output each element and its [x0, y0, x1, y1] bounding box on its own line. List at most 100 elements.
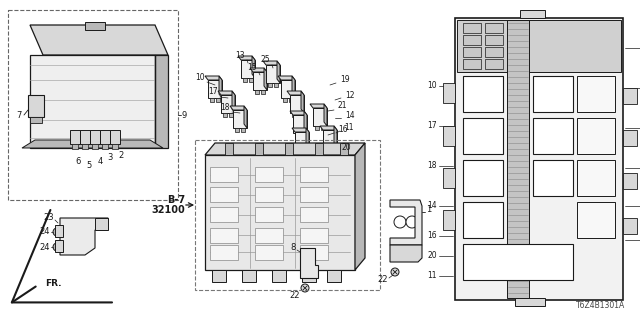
Polygon shape — [205, 143, 365, 155]
Bar — [261, 90, 265, 94]
Bar — [266, 65, 280, 83]
Bar — [72, 144, 78, 149]
Bar — [55, 225, 63, 237]
Bar — [253, 72, 267, 90]
Bar — [229, 113, 233, 117]
Text: 14: 14 — [345, 110, 355, 119]
Polygon shape — [310, 104, 327, 108]
Polygon shape — [252, 56, 255, 78]
Bar — [463, 23, 481, 33]
Bar — [520, 10, 545, 18]
Polygon shape — [390, 245, 422, 262]
Bar — [255, 228, 283, 243]
Text: 17: 17 — [209, 87, 218, 97]
Bar — [315, 126, 319, 130]
Polygon shape — [287, 91, 304, 95]
Text: 24: 24 — [40, 243, 50, 252]
Polygon shape — [230, 106, 247, 110]
Polygon shape — [300, 248, 318, 278]
Text: 6: 6 — [76, 157, 81, 166]
Text: 18: 18 — [221, 102, 230, 111]
Polygon shape — [390, 200, 422, 245]
Polygon shape — [250, 68, 267, 72]
Bar — [233, 110, 247, 128]
Polygon shape — [218, 91, 235, 95]
Text: 7: 7 — [17, 110, 22, 119]
Polygon shape — [290, 111, 307, 115]
Polygon shape — [334, 126, 337, 148]
Bar — [463, 47, 481, 57]
Polygon shape — [219, 76, 222, 98]
Polygon shape — [623, 130, 637, 146]
Bar — [323, 130, 337, 148]
Bar — [463, 35, 481, 45]
Polygon shape — [238, 56, 255, 60]
Text: 22: 22 — [289, 291, 300, 300]
Bar — [295, 132, 309, 150]
Bar — [289, 98, 293, 102]
Bar — [268, 83, 272, 87]
Text: 5: 5 — [86, 161, 92, 170]
Circle shape — [310, 269, 316, 275]
Bar — [300, 207, 328, 222]
Text: 3: 3 — [108, 154, 113, 163]
Bar — [212, 270, 226, 282]
Bar — [303, 148, 317, 166]
Bar — [255, 143, 263, 155]
Bar — [321, 126, 325, 130]
Text: 11: 11 — [344, 124, 353, 132]
Polygon shape — [205, 76, 222, 80]
Bar — [331, 148, 335, 152]
Bar — [92, 144, 98, 149]
Polygon shape — [314, 144, 317, 166]
Polygon shape — [205, 155, 355, 270]
Bar — [281, 80, 295, 98]
Bar — [485, 23, 503, 33]
Bar — [70, 130, 80, 144]
Bar — [283, 98, 287, 102]
Bar — [210, 245, 238, 260]
Text: 23: 23 — [44, 213, 54, 222]
Polygon shape — [232, 91, 235, 113]
Bar — [85, 22, 105, 30]
Bar — [285, 143, 293, 155]
Bar — [55, 240, 63, 252]
Bar — [255, 187, 283, 202]
Polygon shape — [443, 83, 455, 103]
Text: FR.: FR. — [45, 278, 61, 287]
Text: 10: 10 — [428, 82, 437, 91]
Text: 13: 13 — [236, 51, 245, 60]
Bar — [30, 117, 42, 123]
Text: B-7: B-7 — [167, 195, 185, 205]
Bar — [300, 187, 328, 202]
Bar — [210, 167, 238, 182]
Polygon shape — [301, 91, 304, 113]
Bar — [327, 270, 341, 282]
Bar — [28, 95, 44, 117]
Bar — [577, 118, 615, 154]
Bar — [241, 128, 245, 132]
Polygon shape — [304, 111, 307, 133]
Bar — [208, 80, 222, 98]
Bar — [255, 207, 283, 222]
Polygon shape — [263, 61, 280, 65]
Bar — [255, 167, 283, 182]
Text: 9: 9 — [182, 110, 188, 119]
Bar — [515, 298, 545, 306]
Bar — [463, 76, 503, 112]
Bar — [313, 108, 327, 126]
Polygon shape — [355, 143, 365, 270]
Polygon shape — [278, 76, 295, 80]
Text: 16: 16 — [428, 231, 437, 241]
Polygon shape — [155, 55, 168, 148]
Bar — [82, 144, 88, 149]
Polygon shape — [244, 106, 247, 128]
Polygon shape — [95, 218, 108, 230]
Bar — [463, 118, 503, 154]
Text: 20: 20 — [428, 252, 437, 260]
Bar — [485, 59, 503, 69]
Bar — [290, 95, 304, 113]
Bar — [90, 130, 100, 144]
Text: 32100: 32100 — [151, 205, 185, 215]
Text: 15: 15 — [248, 63, 257, 73]
